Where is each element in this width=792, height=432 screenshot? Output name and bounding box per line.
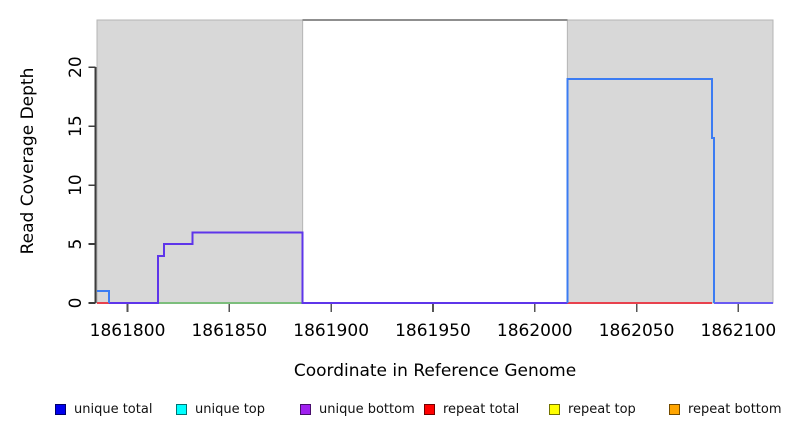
x-tick-label: 1862100 <box>701 321 777 341</box>
legend-label: unique total <box>74 401 153 417</box>
legend: unique total unique top unique bottom re… <box>0 399 792 421</box>
shaded-region <box>96 19 304 304</box>
unique-top-swatch-icon <box>176 403 187 415</box>
series-line <box>566 78 715 303</box>
x-tick-label: 1861850 <box>191 321 267 341</box>
y-tick-label: 15 <box>66 115 86 137</box>
repeat-bottom-swatch-icon <box>669 403 680 415</box>
x-tick-label: 1861950 <box>395 321 471 341</box>
x-tick-label: 1861800 <box>90 321 166 341</box>
x-tick-label: 1862000 <box>497 321 573 341</box>
unique-total-swatch-icon <box>55 403 66 415</box>
shaded-region <box>566 19 774 304</box>
repeat-top-swatch-icon <box>549 403 560 415</box>
series-line <box>109 231 568 304</box>
legend-item-unique-top: unique top <box>176 399 265 419</box>
legend-item-repeat-bottom: repeat bottom <box>669 399 782 419</box>
legend-item-unique-bottom: unique bottom <box>300 399 415 419</box>
y-tick-label: 5 <box>66 239 86 250</box>
legend-label: repeat total <box>443 401 520 417</box>
legend-label: repeat bottom <box>688 401 782 417</box>
y-tick-label: 0 <box>66 298 86 309</box>
x-tick-label: 1862050 <box>599 321 675 341</box>
x-axis-title: Coordinate in Reference Genome <box>293 361 577 381</box>
series-line <box>97 290 111 303</box>
legend-item-repeat-total: repeat total <box>424 399 519 419</box>
legend-label: unique top <box>195 401 266 417</box>
legend-label: unique bottom <box>319 401 415 417</box>
legend-item-repeat-top: repeat top <box>549 399 636 419</box>
y-tick-label: 10 <box>66 174 86 196</box>
x-tick-label: 1861900 <box>293 321 369 341</box>
y-axis-title: Read Coverage Depth <box>18 67 38 255</box>
legend-label: repeat top <box>568 401 636 417</box>
unique-bottom-swatch-icon <box>300 403 311 415</box>
legend-item-unique-total: unique total <box>55 399 152 419</box>
repeat-total-swatch-icon <box>424 403 435 415</box>
y-tick-label: 20 <box>66 56 86 78</box>
